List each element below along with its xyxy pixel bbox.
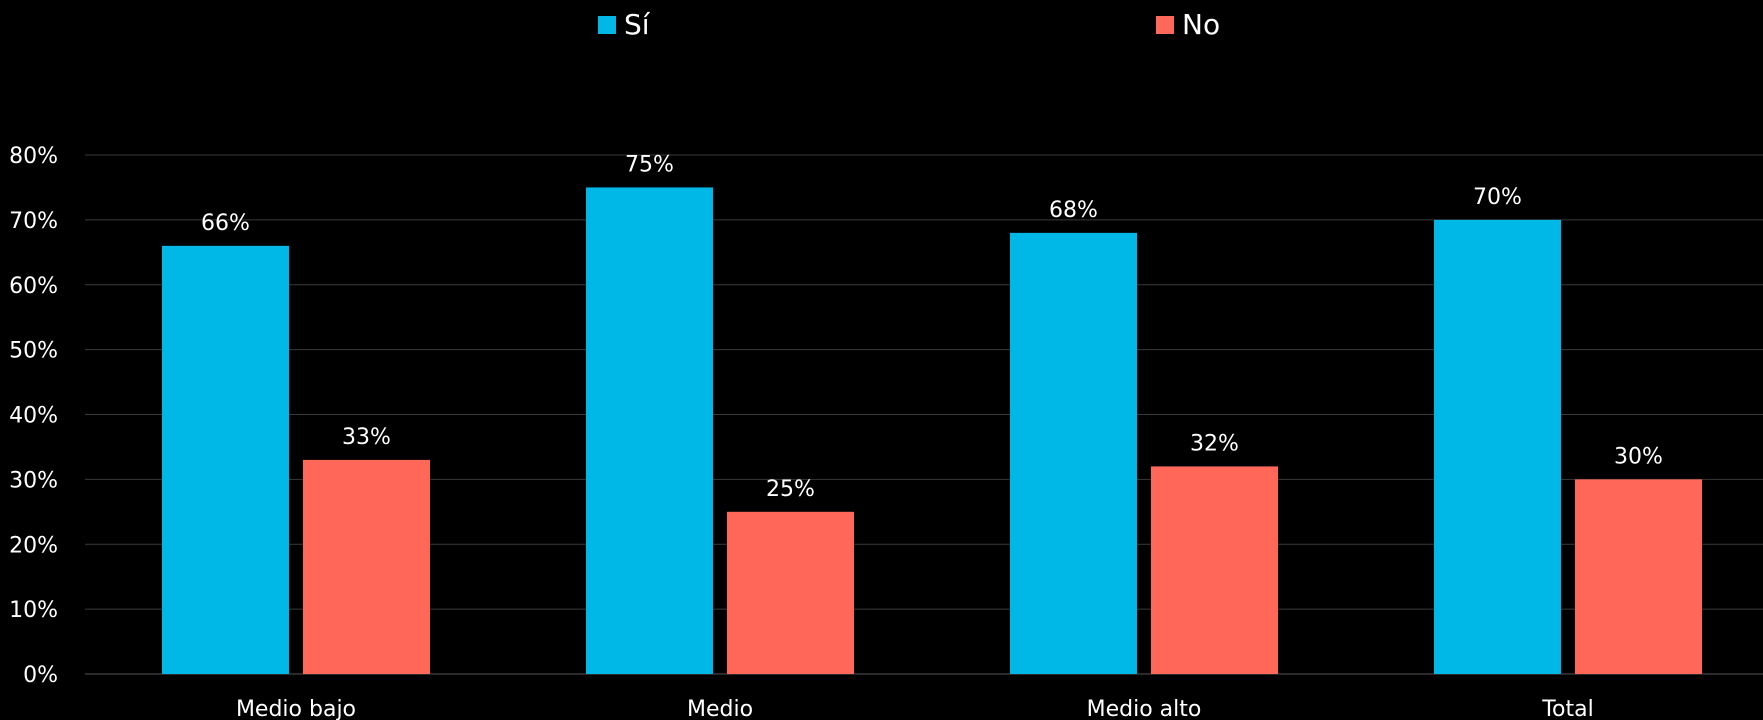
- y-tick-label: 0%: [23, 663, 58, 688]
- data-label: 66%: [201, 211, 250, 236]
- legend-item: No: [1156, 8, 1220, 41]
- legend-swatch: [1156, 16, 1174, 34]
- bar-no: [1151, 466, 1278, 674]
- y-tick-label: 40%: [9, 404, 58, 429]
- y-tick-label: 20%: [9, 533, 58, 558]
- y-tick-label: 70%: [9, 209, 58, 234]
- data-label: 70%: [1473, 185, 1522, 210]
- bar-si: [1010, 232, 1137, 674]
- y-tick-label: 80%: [9, 144, 58, 169]
- x-category-label: Medio alto: [1087, 697, 1202, 720]
- x-axis-category-labels: Medio bajo Medio Medio alto Total: [236, 697, 1594, 720]
- data-label: 25%: [766, 477, 815, 502]
- data-label: 32%: [1190, 431, 1239, 456]
- legend-swatch: [598, 16, 616, 34]
- y-tick-label: 50%: [9, 339, 58, 364]
- y-axis-tick-labels: 0% 10% 20% 30% 40% 50% 60% 70% 80%: [9, 144, 58, 688]
- bar-no: [1575, 479, 1702, 674]
- legend-label: Sí: [624, 8, 651, 41]
- bars: [162, 187, 1702, 674]
- bar-si: [586, 187, 713, 674]
- y-tick-label: 30%: [9, 468, 58, 493]
- x-category-label: Medio bajo: [236, 697, 356, 720]
- bar-si: [162, 245, 289, 674]
- data-label: 33%: [342, 425, 391, 450]
- x-category-label: Medio: [687, 697, 753, 720]
- data-labels: 66% 33% 75% 25% 68% 32% 70% 30%: [201, 152, 1663, 501]
- x-category-label: Total: [1541, 697, 1593, 720]
- data-label: 75%: [625, 152, 674, 177]
- legend: Sí No: [598, 8, 1220, 41]
- bar-no: [303, 459, 430, 674]
- y-tick-label: 10%: [9, 598, 58, 623]
- legend-label: No: [1182, 8, 1220, 41]
- legend-item: Sí: [598, 8, 651, 41]
- bar-no: [727, 511, 854, 674]
- bar-si: [1434, 219, 1561, 674]
- data-label: 30%: [1614, 444, 1663, 469]
- y-tick-label: 60%: [9, 274, 58, 299]
- data-label: 68%: [1049, 198, 1098, 223]
